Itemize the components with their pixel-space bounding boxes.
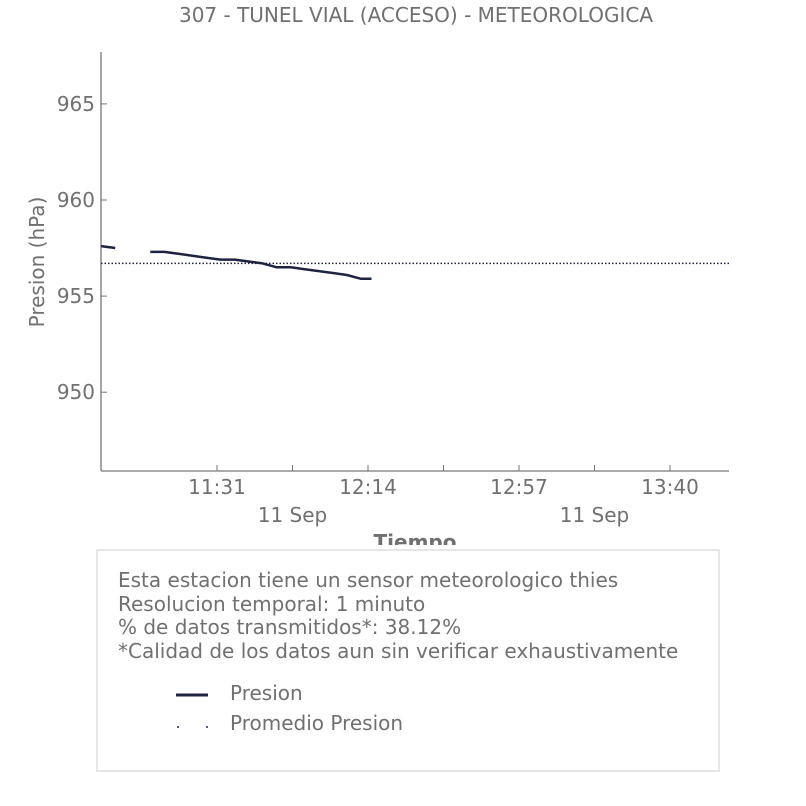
info-line-transmitted: % de datos transmitidos*: 38.12% xyxy=(118,615,462,639)
legend-label-presion: Presion xyxy=(230,681,303,705)
x-tick-label: 12:57 xyxy=(490,475,548,499)
chart-axes: 950 955 960 965 11:31 12:14 12:57 13:40 11 Sep 11… xyxy=(57,52,729,527)
x-date-label: 11 Sep xyxy=(560,503,630,527)
series-layer xyxy=(100,244,729,281)
info-text: Esta estacion tiene un sensor meteorolog… xyxy=(118,568,679,663)
legend-swatch-dotted xyxy=(177,726,208,728)
y-tick-label: 965 xyxy=(57,92,95,116)
series-presion-segment xyxy=(150,250,372,281)
info-line-sensor: Esta estacion tiene un sensor meteorolog… xyxy=(118,568,619,592)
info-line-resolution: Resolucion temporal: 1 minuto xyxy=(118,591,426,616)
info-line-quality-note: *Calidad de los datos aun sin verificar … xyxy=(118,638,679,663)
legend-label-promedio: Promedio Presion xyxy=(230,711,404,735)
x-axis-title: Tiempo xyxy=(374,530,457,545)
y-tick-label: 960 xyxy=(57,188,95,212)
y-tick-label: 955 xyxy=(57,284,95,308)
y-axis-title: Presion (hPa) xyxy=(25,197,49,328)
legend-swatch-solid xyxy=(176,693,208,697)
series-presion-segment xyxy=(100,244,116,250)
chart-title: 307 - TUNEL VIAL (ACCESO) - METEOROLOGIC… xyxy=(179,3,653,27)
y-tick-label: 950 xyxy=(57,380,95,404)
x-tick-label: 13:40 xyxy=(641,475,699,499)
x-tick-label: 12:14 xyxy=(339,475,397,499)
x-date-label: 11 Sep xyxy=(258,503,328,527)
x-tick-label: 11:31 xyxy=(188,475,246,499)
info-box: Esta estacion tiene un sensor meteorolog… xyxy=(96,549,720,772)
pressure-chart: 307 - TUNEL VIAL (ACCESO) - METEOROLOGIC… xyxy=(25,3,729,545)
